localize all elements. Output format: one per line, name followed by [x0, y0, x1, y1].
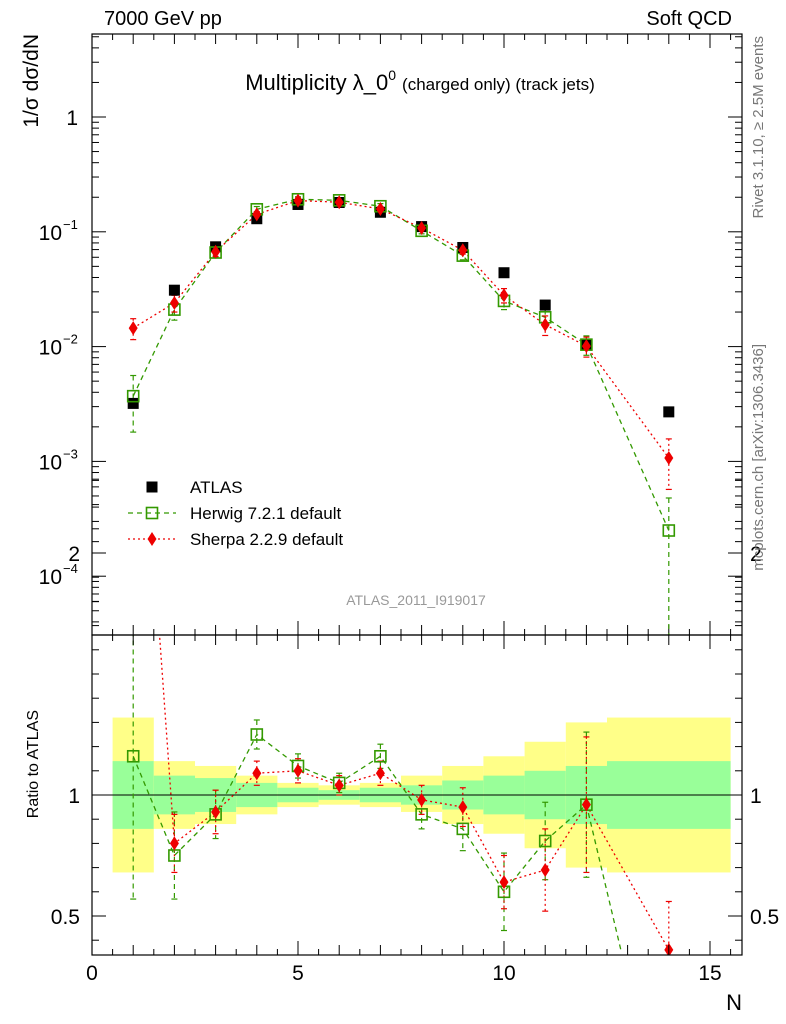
legend-label-atlas: ATLAS: [190, 478, 243, 497]
point-herwig-7-2-1-default: [662, 524, 676, 537]
x-tick-label: 10: [492, 962, 515, 985]
ratio-y-tick-label-right: 0.5: [750, 906, 779, 929]
point-atlas: [168, 284, 180, 296]
ratio-point-sherpa-2-2-9-default: [252, 766, 262, 781]
ratio-point-herwig-7-2-1-default: [456, 822, 470, 836]
rivet-label: Rivet 3.1.10, ≥ 2.5M events: [750, 36, 767, 219]
ratio-y-tick-label-left: 1: [68, 785, 80, 808]
point-sherpa-2-2-9-default: [252, 207, 262, 222]
ratio-point-herwig-7-2-1-default: [126, 749, 140, 763]
legend-marker-atlas: [146, 481, 158, 493]
x-tick-label: 15: [698, 962, 721, 985]
ratio-point-herwig-7-2-1-default: [374, 749, 387, 763]
mcplots-label: mcplots.cern.ch [arXiv:1306.3436]: [750, 344, 767, 571]
y-tick-label: 10: [39, 222, 62, 245]
point-sherpa-2-2-9-default: [211, 244, 221, 259]
ratio-point-herwig-7-2-1-default: [250, 728, 264, 741]
x-tick-label: 5: [292, 962, 304, 985]
point-herwig-7-2-1-default: [126, 389, 140, 403]
energy-label: 7000 GeV pp: [104, 8, 222, 30]
y-tick-label-exponent: −3: [63, 446, 78, 461]
point-sherpa-2-2-9-default: [293, 193, 303, 208]
ratio-y-tick-label-left: 2: [68, 543, 80, 566]
x-tick-label: 0: [86, 962, 98, 985]
y-tick-label: 1: [66, 107, 78, 130]
point-atlas: [127, 397, 139, 409]
ratio-panel: 0.5 0.5 1 1 2 2 0 5 10 15 Ratio to ATLAS N: [25, 479, 779, 1015]
series-line-sherpa-2-2-9-default: [132, 199, 670, 459]
category-label: Soft QCD: [646, 8, 732, 30]
legend-marker-herwig-7-2-1-default: [145, 506, 159, 520]
legend: ATLAS Herwig 7.2.1 default Sherpa 2.2.9 de…: [128, 478, 343, 549]
ratio-point-herwig-7-2-1-default: [415, 808, 428, 821]
ratio-data: [126, 635, 674, 955]
y-tick-label-exponent: −2: [63, 332, 78, 347]
ratio-y-tick-label-right: 2: [750, 543, 762, 566]
y-tick-label: 10: [39, 337, 62, 360]
point-sherpa-2-2-9-default: [499, 288, 509, 303]
point-sherpa-2-2-9-default: [417, 220, 427, 235]
ratio-point-sherpa-2-2-9-default: [334, 778, 344, 793]
ratio-point-sherpa-2-2-9-default: [417, 792, 427, 807]
chart-title-superscript: 0: [388, 67, 396, 83]
chart-title-suffix: (charged only) (track jets): [402, 75, 595, 94]
point-sherpa-2-2-9-default: [375, 201, 385, 216]
y-axis-label: 1/σ dσ/dN: [20, 34, 43, 128]
ratio-y-tick-label-right: 1: [750, 785, 762, 808]
ratio-point-sherpa-2-2-9-default: [375, 766, 385, 781]
point-sherpa-2-2-9-default: [334, 195, 344, 210]
ratio-point-sherpa-2-2-9-default: [499, 875, 509, 890]
main-panel: 110−110−210−310 −41/σ dσ/dN Multiplicity λ…: [20, 34, 742, 635]
ratio-point-sherpa-2-2-9-default: [169, 836, 179, 851]
y-tick-label: 10: [39, 451, 62, 474]
point-atlas: [539, 299, 551, 311]
ratio-point-sherpa-2-2-9-default: [581, 797, 591, 812]
y-tick-label-exponent: −4: [63, 561, 78, 576]
ratio-point-sherpa-2-2-9-default: [293, 763, 303, 778]
point-sherpa-2-2-9-default: [458, 243, 468, 258]
chart-title-main: Multiplicity λ_0: [245, 70, 388, 95]
chart-title: Multiplicity λ_00 (charged only) (track j…: [245, 67, 595, 95]
point-sherpa-2-2-9-default: [540, 317, 550, 332]
ratio-frame: [91, 634, 743, 956]
point-sherpa-2-2-9-default: [169, 295, 179, 310]
point-atlas: [663, 406, 675, 418]
y-tick-label-exponent: −1: [63, 217, 78, 232]
ratio-y-tick-label-left: 0.5: [51, 906, 80, 929]
x-axis-label: N: [726, 990, 742, 1015]
legend-marker-sherpa-2-2-9-default: [147, 532, 157, 546]
point-atlas: [498, 267, 510, 279]
ratio-y-axis-label: Ratio to ATLAS: [25, 710, 42, 818]
ratio-point-sherpa-2-2-9-default: [211, 804, 221, 819]
point-sherpa-2-2-9-default: [128, 321, 138, 336]
ratio-point-sherpa-2-2-9-default: [540, 863, 550, 878]
y-tick-label: 10: [39, 566, 62, 589]
point-sherpa-2-2-9-default: [581, 339, 591, 354]
main-data: [126, 192, 676, 635]
ratio-point-sherpa-2-2-9-default: [458, 800, 468, 815]
legend-label-sherpa-2-2-9-default: Sherpa 2.2.9 default: [190, 530, 343, 549]
legend-label-herwig-7-2-1-default: Herwig 7.2.1 default: [190, 504, 341, 523]
ratio-point-herwig-7-2-1-default: [538, 834, 552, 848]
point-sherpa-2-2-9-default: [664, 451, 674, 466]
watermark: ATLAS_2011_I919017: [346, 592, 486, 608]
